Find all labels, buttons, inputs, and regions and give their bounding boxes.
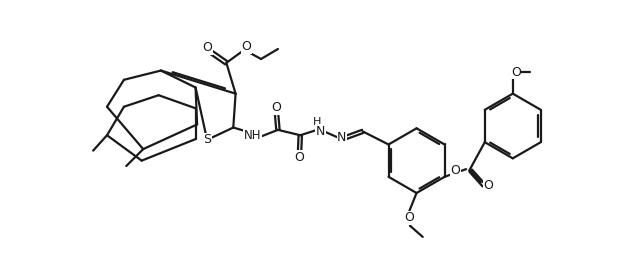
Text: O: O (483, 179, 493, 192)
Text: O: O (271, 101, 282, 114)
Text: H: H (313, 117, 321, 127)
Text: N: N (337, 131, 346, 144)
Text: O: O (241, 40, 252, 53)
Text: O: O (294, 151, 305, 164)
Text: O: O (202, 41, 212, 54)
Text: O: O (511, 66, 521, 79)
Text: O: O (404, 211, 414, 224)
Text: NH: NH (244, 129, 261, 142)
Text: N: N (316, 125, 325, 138)
Text: O: O (451, 164, 460, 177)
Text: S: S (203, 133, 211, 146)
